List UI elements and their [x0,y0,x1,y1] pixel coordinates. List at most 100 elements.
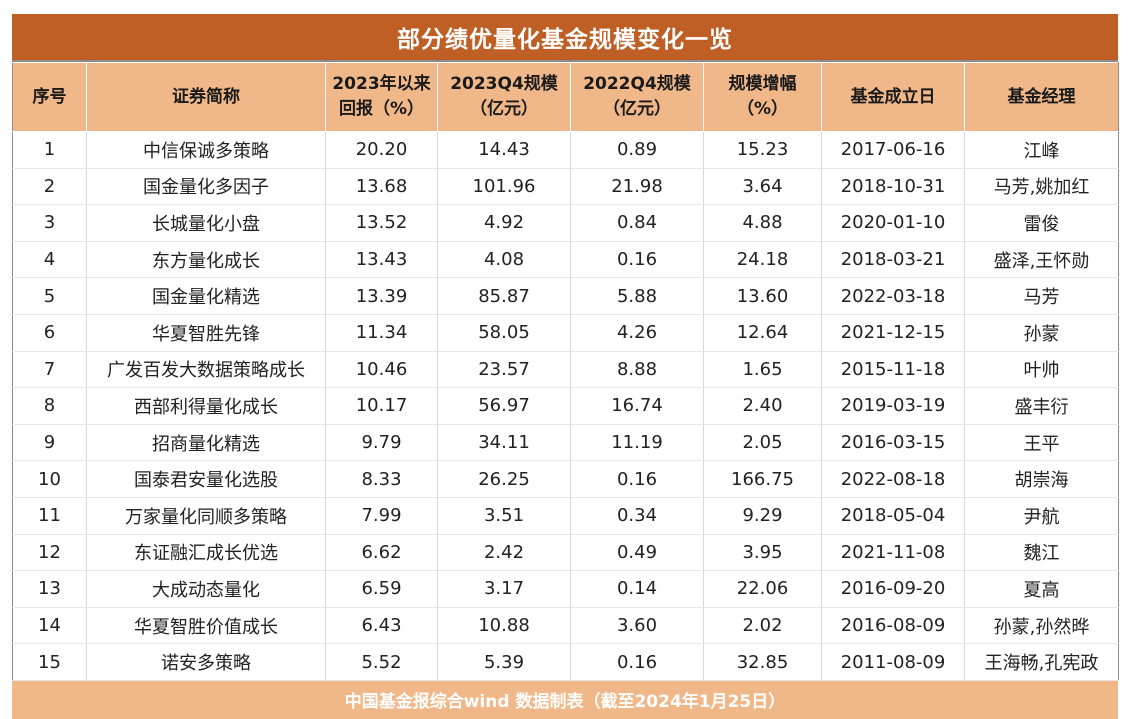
cell-inception: 2022-03-18 [821,277,965,315]
cell-return: 11.34 [325,314,438,352]
cell-size-2023q4: 23.57 [437,351,571,389]
cell-fund-name: 东方量化成长 [86,241,326,279]
cell-size-2022q4: 8.88 [570,351,704,389]
header-label-line: （亿元） [603,99,671,119]
cell-inception: 2019-03-19 [821,387,965,425]
cell-fund-name: 华夏智胜价值成长 [86,607,326,645]
table-row: 14 华夏智胜价值成长 6.43 10.88 3.60 2.02 2016-08-09 孙蒙,… [12,607,1119,645]
cell-size-2022q4: 0.89 [570,131,704,169]
cell-fund-name: 国泰君安量化选股 [86,460,326,498]
table-footer: 中国基金报综合wind 数据制表（截至2024年1月25日） [12,680,1118,719]
cell-size-2023q4: 3.51 [437,497,571,535]
cell-inception: 2018-05-04 [821,497,965,535]
header-size-2023q4: 2023Q4规模 （亿元） [437,62,571,132]
header-label-line: 2023Q4规模 [450,74,558,94]
cell-growth: 24.18 [703,241,822,279]
cell-fund-name: 长城量化小盘 [86,204,326,242]
cell-growth: 12.64 [703,314,822,352]
header-name: 证券简称 [86,62,326,132]
header-row: 序号 证券简称 2023年以来 回报（%） 2023Q4规模 （亿元） 2022Q4规模 （亿… [12,62,1119,132]
table-row: 12 东证融汇成长优选 6.62 2.42 0.49 3.95 2021-11-08 魏江 [12,534,1119,572]
cell-size-2023q4: 10.88 [437,607,571,645]
cell-inception: 2017-06-16 [821,131,965,169]
table-row: 4 东方量化成长 13.43 4.08 0.16 24.18 2018-03-21 盛泽,王怀… [12,241,1119,279]
table-row: 8 西部利得量化成长 10.17 56.97 16.74 2.40 2019-03-19 盛丰… [12,387,1119,425]
cell-inception: 2021-11-08 [821,534,965,572]
table-body: 1 中信保诚多策略 20.20 14.43 0.89 15.23 2017-06-16 江峰 2… [12,131,1119,681]
cell-return: 8.33 [325,460,438,498]
header-label-line: 序号 [32,86,67,107]
cell-size-2023q4: 58.05 [437,314,571,352]
table-row: 10 国泰君安量化选股 8.33 26.25 0.16 166.75 2022-08-18 胡… [12,460,1119,498]
cell-growth: 2.02 [703,607,822,645]
cell-manager: 江峰 [964,131,1119,169]
cell-manager: 王海畅,孔宪政 [964,643,1119,681]
cell-size-2023q4: 85.87 [437,277,571,315]
cell-size-2022q4: 0.49 [570,534,704,572]
header-label-line: 回报（%） [338,99,425,119]
cell-index: 7 [12,351,87,389]
cell-growth: 15.23 [703,131,822,169]
cell-fund-name: 西部利得量化成长 [86,387,326,425]
cell-index: 11 [12,497,87,535]
cell-manager: 盛丰衍 [964,387,1119,425]
cell-growth: 2.05 [703,424,822,462]
cell-inception: 2018-03-21 [821,241,965,279]
cell-size-2023q4: 56.97 [437,387,571,425]
cell-fund-name: 万家量化同顺多策略 [86,497,326,535]
cell-fund-name: 国金量化精选 [86,277,326,315]
cell-fund-name: 诺安多策略 [86,643,326,681]
cell-size-2022q4: 0.16 [570,241,704,279]
header-size-2022q4: 2022Q4规模 （亿元） [570,62,704,132]
cell-inception: 2011-08-09 [821,643,965,681]
cell-return: 13.43 [325,241,438,279]
fund-table-card: 部分绩优量化基金规模变化一览 序号 证券简称 2023年以来 回报（%） 2023Q4规… [12,14,1119,719]
header-label-line: 证券简称 [172,86,240,107]
cell-manager: 马芳 [964,277,1119,315]
cell-index: 5 [12,277,87,315]
cell-manager: 王平 [964,424,1119,462]
header-label-line: （亿元） [470,99,538,119]
header-label-line: 2023年以来 [332,74,431,94]
cell-return: 6.62 [325,534,438,572]
cell-growth: 13.60 [703,277,822,315]
cell-size-2022q4: 0.16 [570,643,704,681]
cell-size-2022q4: 4.26 [570,314,704,352]
table-row: 9 招商量化精选 9.79 34.11 11.19 2.05 2016-03-15 王平 [12,424,1119,462]
cell-size-2023q4: 5.39 [437,643,571,681]
cell-size-2023q4: 101.96 [437,168,571,206]
table-row: 7 广发百发大数据策略成长 10.46 23.57 8.88 1.65 2015-11-18… [12,351,1119,389]
cell-return: 13.68 [325,168,438,206]
cell-return: 5.52 [325,643,438,681]
header-return: 2023年以来 回报（%） [325,62,438,132]
cell-size-2022q4: 3.60 [570,607,704,645]
cell-index: 12 [12,534,87,572]
cell-return: 10.17 [325,387,438,425]
header-label-line: （%） [736,99,789,119]
cell-index: 2 [12,168,87,206]
cell-return: 13.39 [325,277,438,315]
cell-manager: 盛泽,王怀勋 [964,241,1119,279]
cell-manager: 魏江 [964,534,1119,572]
cell-growth: 1.65 [703,351,822,389]
table-row: 3 长城量化小盘 13.52 4.92 0.84 4.88 2020-01-10 雷俊 [12,204,1119,242]
cell-return: 10.46 [325,351,438,389]
cell-growth: 32.85 [703,643,822,681]
cell-size-2023q4: 4.08 [437,241,571,279]
table-row: 13 大成动态量化 6.59 3.17 0.14 22.06 2016-09-20 夏高 [12,570,1119,608]
cell-inception: 2016-08-09 [821,607,965,645]
cell-return: 13.52 [325,204,438,242]
header-label-line: 基金成立日 [850,86,936,107]
table-row: 11 万家量化同顺多策略 7.99 3.51 0.34 9.29 2018-05-04 尹航 [12,497,1119,535]
table-title: 部分绩优量化基金规模变化一览 [12,14,1118,62]
cell-index: 15 [12,643,87,681]
cell-growth: 4.88 [703,204,822,242]
cell-manager: 胡崇海 [964,460,1119,498]
header-label-line: 2022Q4规模 [583,74,691,94]
cell-size-2023q4: 34.11 [437,424,571,462]
cell-manager: 尹航 [964,497,1119,535]
cell-return: 7.99 [325,497,438,535]
cell-growth: 9.29 [703,497,822,535]
header-label-line: 基金经理 [1007,86,1076,107]
cell-index: 1 [12,131,87,169]
